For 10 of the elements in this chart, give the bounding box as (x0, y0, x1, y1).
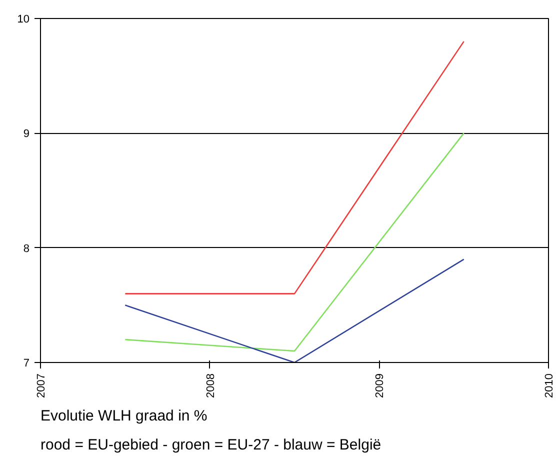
y-tick-label: 10 (17, 14, 30, 26)
text: rood = EU-gebied - groen = EU-27 - blauw = België (40, 436, 382, 454)
x-tick-label: 2008 (204, 373, 217, 398)
x-tick-label: 2009 (374, 373, 386, 398)
y-tick-label: 7 (23, 358, 30, 370)
x-tick-label: 2007 (36, 373, 48, 398)
text: Evolutie WLH graad in % (40, 408, 208, 424)
x-tick-label: 2010 (544, 373, 556, 398)
y-tick-label: 8 (23, 242, 30, 255)
y-tick-label: 9 (23, 128, 30, 140)
